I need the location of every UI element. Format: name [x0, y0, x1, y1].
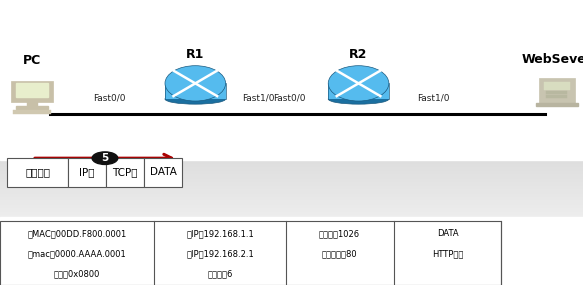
Bar — [0, 184, 583, 185]
Bar — [0, 165, 583, 166]
Bar — [106, 158, 144, 187]
Bar — [0, 166, 583, 168]
Bar — [0, 207, 583, 209]
Bar — [0, 198, 583, 200]
Polygon shape — [328, 83, 389, 99]
Bar — [144, 158, 182, 187]
Bar — [539, 78, 575, 104]
Bar — [68, 158, 106, 187]
Text: WebSever: WebSever — [521, 53, 583, 66]
Bar — [0, 177, 583, 178]
Bar — [16, 106, 48, 109]
Bar — [544, 82, 570, 90]
Bar — [0, 196, 583, 197]
Text: 源IP：192.168.1.1: 源IP：192.168.1.1 — [186, 229, 254, 238]
Bar — [11, 80, 53, 102]
Text: 目mac：0000.AAAA.0001: 目mac：0000.AAAA.0001 — [28, 249, 127, 258]
Text: 目IP：192.168.2.1: 目IP：192.168.2.1 — [186, 249, 254, 258]
Bar — [16, 83, 48, 97]
Text: IP头: IP头 — [79, 167, 95, 178]
Bar — [0, 214, 583, 215]
Bar — [0, 195, 583, 196]
Bar — [0, 178, 583, 179]
Bar — [0, 212, 583, 213]
Bar — [0, 211, 583, 212]
Bar — [0, 168, 583, 169]
Bar — [0, 217, 583, 285]
Bar — [0, 205, 583, 206]
Bar — [0, 182, 583, 184]
Bar — [0, 161, 583, 162]
Bar — [0, 197, 583, 198]
Text: Fast1/0: Fast1/0 — [242, 94, 275, 103]
Bar — [0, 203, 583, 204]
Text: TCP头: TCP头 — [113, 167, 138, 178]
Text: HTTP报文: HTTP报文 — [432, 249, 463, 258]
Bar — [536, 103, 578, 106]
Bar — [0, 173, 583, 174]
Bar — [0, 176, 583, 177]
Text: DATA: DATA — [437, 229, 458, 238]
Text: Fast0/0: Fast0/0 — [273, 94, 306, 103]
Bar — [0, 170, 583, 171]
Bar — [0, 164, 583, 165]
Bar — [0, 194, 583, 195]
Circle shape — [92, 152, 118, 164]
Bar — [0, 193, 583, 194]
Bar — [0, 187, 583, 188]
Text: R2: R2 — [349, 48, 368, 61]
Bar — [0, 185, 583, 186]
Bar — [0, 181, 583, 182]
Bar — [0, 174, 583, 176]
Bar — [546, 91, 567, 94]
Bar — [0, 179, 583, 180]
Bar — [0, 190, 583, 192]
Text: PC: PC — [23, 54, 41, 67]
Bar — [0, 221, 501, 285]
Text: 类型：0x0800: 类型：0x0800 — [54, 270, 100, 278]
Text: 协议号：6: 协议号：6 — [208, 270, 233, 278]
Ellipse shape — [328, 94, 389, 104]
Text: 以太网头: 以太网头 — [25, 167, 50, 178]
Bar — [0, 204, 583, 205]
Ellipse shape — [165, 66, 226, 101]
Bar — [27, 101, 37, 107]
Bar — [0, 189, 583, 190]
Bar — [7, 158, 68, 187]
Bar — [0, 192, 583, 193]
Bar — [0, 206, 583, 207]
Bar — [0, 188, 583, 189]
Bar — [0, 210, 583, 211]
Bar — [0, 0, 583, 160]
Bar — [0, 186, 583, 187]
Bar — [0, 215, 583, 217]
Bar — [13, 110, 51, 114]
Bar — [0, 209, 583, 210]
Text: 目的端口号80: 目的端口号80 — [322, 249, 357, 258]
Bar — [0, 171, 583, 172]
Ellipse shape — [328, 66, 389, 101]
Bar — [0, 162, 583, 163]
Polygon shape — [165, 83, 226, 99]
Ellipse shape — [165, 94, 226, 104]
Bar — [546, 95, 567, 98]
Bar — [0, 180, 583, 181]
Bar — [0, 160, 583, 161]
Text: 源端口号1026: 源端口号1026 — [319, 229, 360, 238]
Bar — [0, 202, 583, 203]
Text: 5: 5 — [101, 153, 108, 163]
Text: DATA: DATA — [149, 167, 177, 178]
Bar — [0, 172, 583, 173]
Text: R1: R1 — [186, 48, 205, 61]
Bar — [0, 163, 583, 164]
Bar — [0, 213, 583, 214]
Text: Fast0/0: Fast0/0 — [93, 94, 125, 103]
Text: Fast1/0: Fast1/0 — [417, 94, 449, 103]
Bar — [0, 200, 583, 201]
Text: 源MAC：00DD.F800.0001: 源MAC：00DD.F800.0001 — [27, 229, 127, 238]
Bar — [0, 201, 583, 202]
Bar — [0, 169, 583, 170]
